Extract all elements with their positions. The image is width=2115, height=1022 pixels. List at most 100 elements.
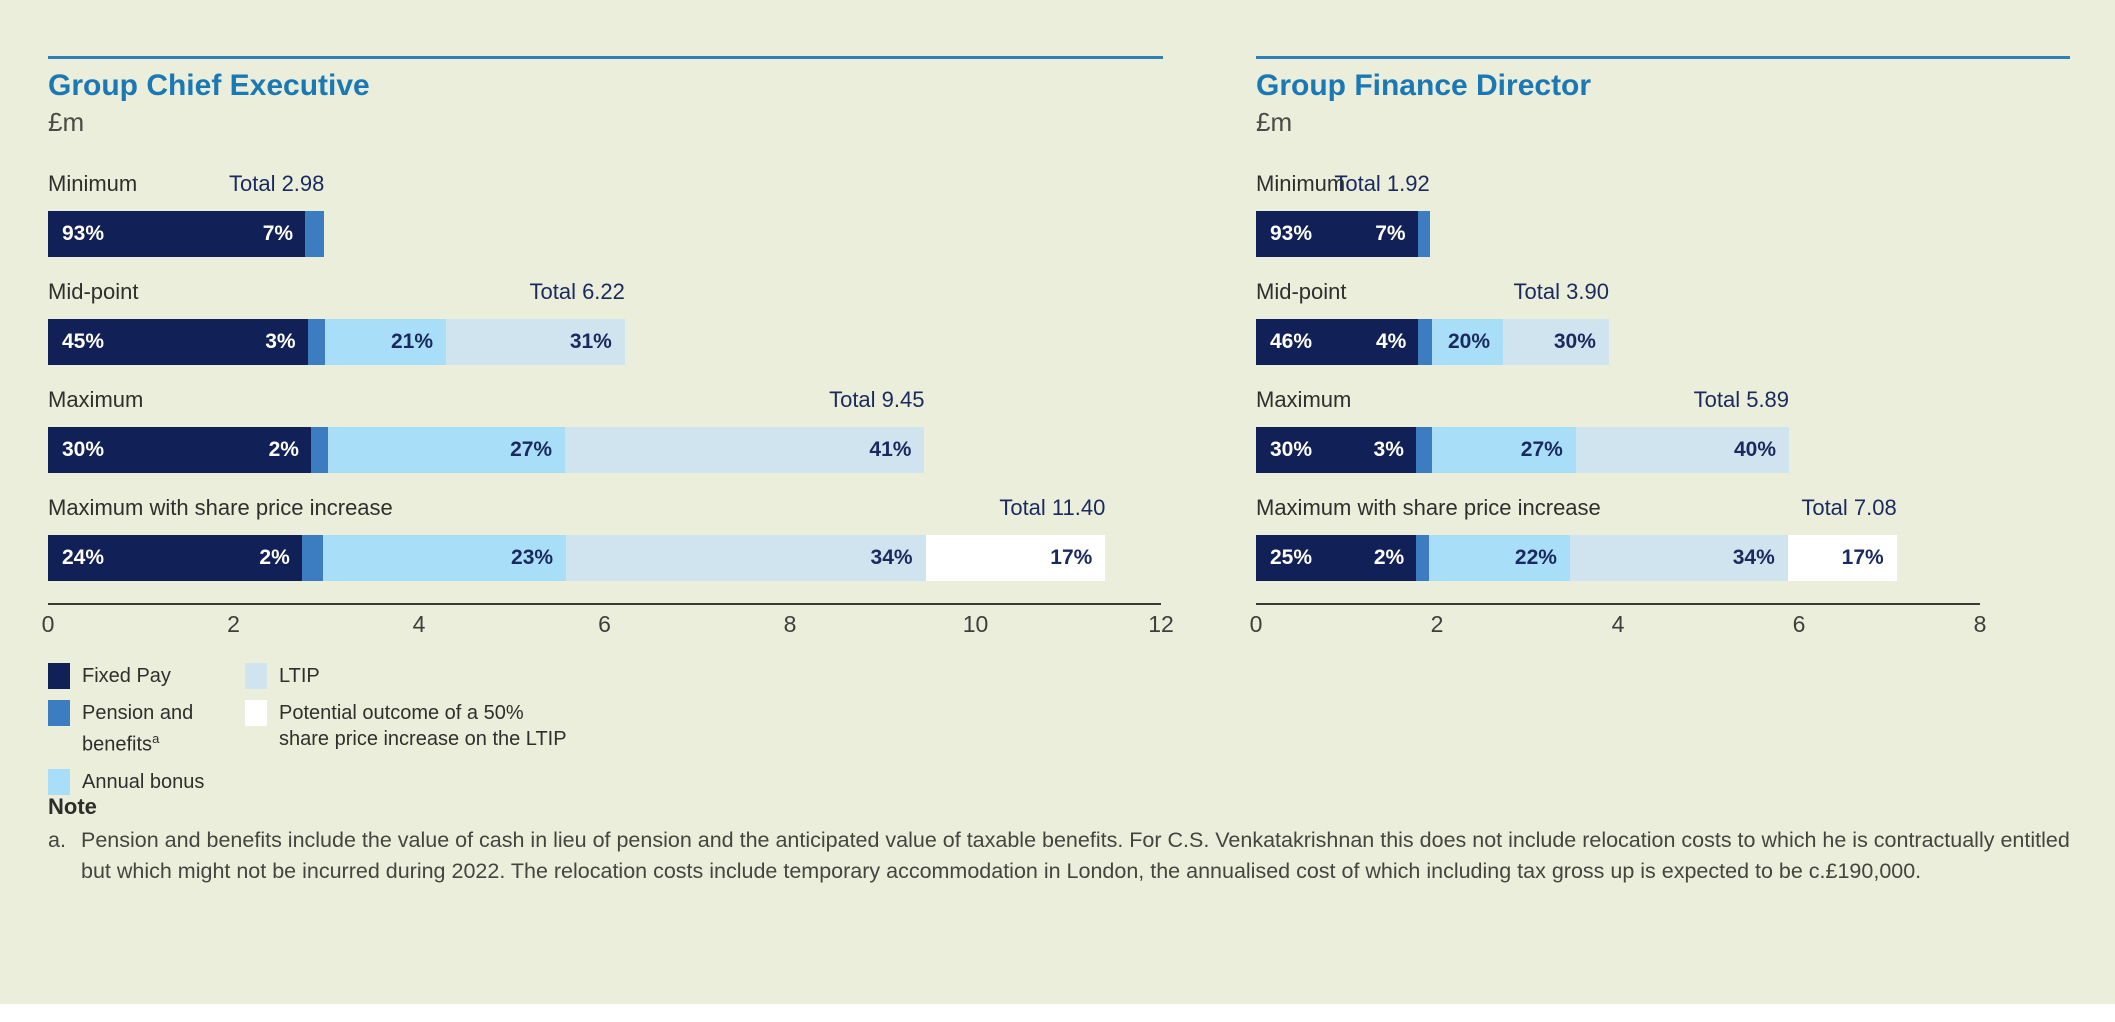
axis-tick-label: 4: [412, 611, 426, 637]
scenario-row: Maximum with share price increase Total 1…: [48, 495, 1163, 581]
bar-segment-annual_bonus: 20%: [1432, 319, 1504, 365]
bar-segment-share_price_ltip: 17%: [925, 535, 1106, 581]
bar-segment-ltip: 30%: [1503, 319, 1609, 365]
scenario-row-head: Minimum Total 1.92: [1256, 171, 2070, 197]
legend-swatch-pension: [48, 700, 70, 726]
segment-percent-label: 41%: [869, 438, 912, 461]
segment-percent-label: 25%: [1270, 546, 1313, 569]
legend: Fixed Pay Pension and benefitsa Annual bon…: [48, 663, 1163, 806]
legend-label: Annual bonus: [82, 770, 205, 793]
scenario-row: Maximum Total 9.45 30% 2% 27% 41%: [48, 387, 1163, 473]
bar-segment-fixed_pay: 93% 7%: [48, 211, 306, 257]
segment-percent-label: 30%: [1553, 330, 1596, 353]
chart-group-finance-director: Group Finance Director £m Minimum Total 1…: [1250, 56, 2070, 645]
legend-label: Potential outcome of a 50% share price i…: [279, 702, 567, 750]
segment-percent-label: 93%: [62, 222, 105, 245]
bar-segment-annual_bonus: 27%: [1431, 427, 1576, 473]
segment-percent-label: 2%: [268, 438, 299, 461]
bar-segment-pension: [1416, 535, 1429, 581]
segment-percent-label: 20%: [1448, 330, 1491, 353]
top-rule: [1256, 56, 2070, 59]
stacked-bar: 30% 2% 27% 41%: [48, 427, 925, 473]
bottom-white-strip: [0, 1004, 2115, 1022]
bar-segment-annual_bonus: 21%: [324, 319, 447, 365]
legend-label: Pension and benefitsa: [82, 702, 194, 756]
segment-percent-label: 7%: [262, 222, 294, 245]
bar-segment-annual_bonus: 27%: [328, 427, 566, 473]
axis-tick-label: 6: [1792, 611, 1806, 637]
axis-tick-label: 6: [598, 611, 611, 637]
legend-column-2: LTIP Potential outcome of a 50% share pri…: [245, 663, 585, 806]
segment-percent-label: 3%: [265, 330, 296, 353]
segment-percent-label: 17%: [1841, 546, 1884, 569]
segment-percent-label: 2%: [259, 546, 290, 569]
bar-segment-ltip: 40%: [1575, 427, 1790, 473]
axis-tick-label: 0: [1249, 611, 1263, 637]
bar-segment-pension: [307, 319, 325, 365]
legend-swatch-fixed_pay: [48, 663, 70, 689]
total-label: Total 6.22: [529, 279, 625, 304]
top-rule: [48, 56, 1163, 59]
bar-segment-annual_bonus: 22%: [1428, 535, 1570, 581]
legend-swatch-annual_bonus: [48, 768, 70, 795]
segment-percent-label: 21%: [391, 330, 434, 353]
bar-segment-ltip: 41%: [565, 427, 925, 473]
chart-title: Group Chief Executive: [48, 69, 370, 102]
segment-percent-label: 23%: [511, 546, 554, 569]
scenario-row: Maximum Total 5.89 30% 3% 27% 40%: [1256, 387, 2070, 473]
scenario-row: Minimum Total 1.92 93% 7%: [1256, 171, 2070, 257]
segment-percent-label: 40%: [1733, 438, 1777, 461]
axis-tick-label: 8: [783, 611, 797, 637]
axis-tick-label: 2: [1430, 611, 1444, 637]
segment-percent-label: 7%: [1375, 222, 1406, 245]
segment-percent-label: 27%: [1520, 438, 1563, 461]
stacked-bar: 93% 7%: [1256, 211, 1430, 257]
x-axis-line: [1256, 603, 1980, 605]
bar-segment-pension: [301, 535, 323, 581]
legend-superscript: a: [152, 731, 160, 746]
scenario-row-head: Mid-point Total 6.22: [48, 279, 1163, 305]
segment-percent-label: 24%: [62, 546, 105, 569]
stacked-bar: 25% 2% 22% 34% 17%: [1256, 535, 1897, 581]
total-label: Total 1.92: [1334, 171, 1430, 196]
scenario-row-head: Maximum Total 9.45: [48, 387, 1163, 413]
scenario-row: Mid-point Total 3.90 46% 4% 20% 30%: [1256, 279, 2070, 365]
legend-item: Annual bonus: [48, 768, 245, 795]
segment-percent-label: 4%: [1375, 330, 1407, 353]
note-text: Pension and benefits include the value o…: [81, 828, 2070, 883]
stacked-bar: 24% 2% 23% 34% 17%: [48, 535, 1106, 581]
scenario-label: Maximum with share price increase: [48, 495, 393, 520]
scenario-row-head: Mid-point Total 3.90: [1256, 279, 2070, 305]
legend-column-1: Fixed Pay Pension and benefitsa Annual bon…: [48, 663, 245, 806]
note-marker: a.: [48, 828, 66, 852]
bar-segment-share_price_ltip: 17%: [1787, 535, 1897, 581]
note-item: a. Pension and benefits include the valu…: [48, 825, 2073, 887]
bar-segment-fixed_pay: 93% 7%: [1256, 211, 1418, 257]
scenario-row-head: Minimum Total 2.98: [48, 171, 1163, 197]
stacked-bar: 45% 3% 21% 31%: [48, 319, 625, 365]
bar-segment-fixed_pay: 25% 2%: [1256, 535, 1417, 581]
chart-group-chief-executive: Group Chief Executive £m Minimum Total 2.…: [42, 56, 1174, 806]
scenario-label: Maximum: [1256, 387, 1352, 412]
bar-segment-pension: [305, 211, 325, 257]
legend-label: LTIP: [279, 665, 320, 687]
scenario-label: Minimum: [1256, 171, 1346, 196]
segment-percent-label: 93%: [1270, 222, 1313, 245]
bar-segment-fixed_pay: 45% 3%: [48, 319, 308, 365]
chart-title: Group Finance Director: [1256, 69, 1592, 102]
axis-tick-label: 8: [1973, 611, 1987, 637]
scenario-label: Maximum with share price increase: [1256, 495, 1601, 520]
total-label: Total 3.90: [1513, 279, 1609, 304]
segment-percent-label: 46%: [1270, 330, 1313, 353]
legend-swatch-ltip: [245, 663, 267, 689]
bar-segment-fixed_pay: 24% 2%: [48, 535, 302, 581]
bar-rows: Minimum Total 1.92 93% 7% Mid-point Total 3.9…: [1256, 171, 2070, 581]
segment-percent-label: 34%: [870, 546, 913, 569]
bar-segment-pension: [1415, 427, 1432, 473]
segment-percent-label: 2%: [1373, 546, 1405, 569]
scenario-row-head: Maximum with share price increase Total 7…: [1256, 495, 2070, 521]
legend-item: Pension and benefitsa: [48, 700, 245, 758]
scenario-row-head: Maximum with share price increase Total 1…: [48, 495, 1163, 521]
axis-tick-label: 12: [1148, 611, 1174, 637]
segment-percent-label: 27%: [510, 438, 553, 461]
